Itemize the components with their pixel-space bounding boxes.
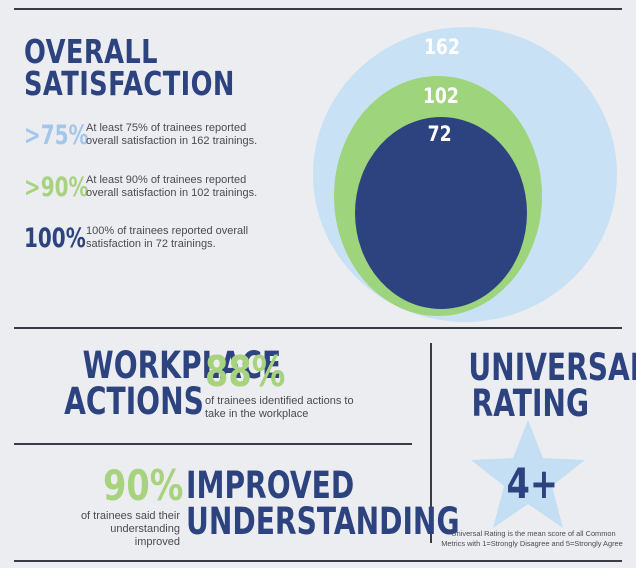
- circle-72-label: 72: [428, 122, 452, 146]
- improved-understanding-pct: 90%: [103, 461, 184, 510]
- universal-rating-value: 4+: [506, 459, 558, 508]
- stat-90-text: At least 90% of trainees reported overal…: [86, 174, 258, 199]
- universal-title-line1: UNIVERSAL: [468, 346, 636, 389]
- universal-title-line2: RATING: [471, 382, 589, 425]
- circle-162-label: 162: [424, 35, 460, 59]
- universal-rating-title: UNIVERSAL RATING: [440, 349, 636, 425]
- stat-90-pct: >90%: [24, 172, 89, 203]
- workplace-actions-title: WORKPLACE ACTIONS: [20, 347, 281, 420]
- stat-75-pct: >75%: [24, 120, 89, 151]
- circle-102-label: 102: [423, 84, 459, 108]
- overall-title-line2: SATISFACTION: [24, 64, 235, 103]
- stat-100-text: 100% of trainees reported overall satisf…: [86, 225, 249, 250]
- section-divider: [14, 327, 622, 329]
- mid-left-divider: [14, 443, 412, 445]
- improved-title-line1: IMPROVED: [186, 464, 355, 507]
- circle-72: [355, 117, 527, 309]
- improved-title-line2: UNDERSTANDING: [186, 500, 460, 543]
- bottom-divider: [14, 560, 622, 562]
- star-icon: [471, 420, 585, 528]
- improved-understanding-text: of trainees said their understanding imp…: [80, 510, 180, 548]
- vertical-divider: [430, 343, 432, 543]
- overall-title-line1: OVERALL: [24, 32, 158, 71]
- workplace-actions-pct: 88%: [205, 347, 286, 396]
- stat-100-pct: 100%: [24, 223, 86, 254]
- workplace-actions-text: of trainees identified actions to take i…: [205, 395, 354, 420]
- overall-satisfaction-title: OVERALL SATISFACTION: [24, 32, 294, 103]
- improved-understanding-title: IMPROVED UNDERSTANDING: [186, 464, 460, 540]
- workplace-title-line2: ACTIONS: [64, 380, 204, 423]
- top-divider: [14, 8, 622, 10]
- universal-rating-footnote: *Universal Rating is the mean score of a…: [441, 529, 623, 548]
- workplace-title-line1: WORKPLACE: [82, 344, 282, 387]
- stat-75-text: At least 75% of trainees reported overal…: [86, 122, 258, 147]
